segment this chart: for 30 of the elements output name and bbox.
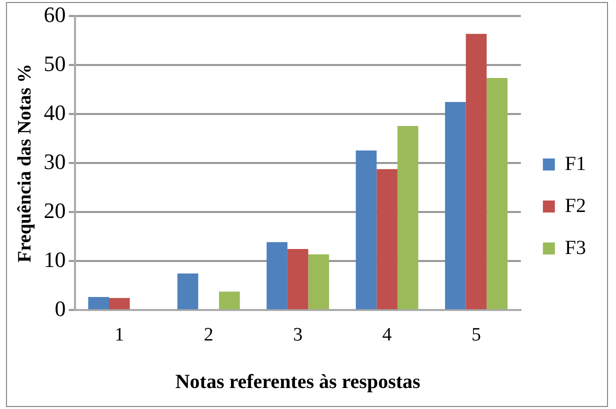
y-axis-title: Frequência das Notas % [14,64,36,263]
bar [88,296,109,310]
y-tick-label: 60 [44,2,66,27]
bar [266,242,288,310]
y-tick-label: 0 [54,296,66,321]
legend-label: F1 [564,152,586,175]
bar [486,78,508,310]
bar [397,126,418,310]
y-tick-label: 20 [44,198,66,223]
legend-label: F2 [564,194,586,217]
bar [109,298,130,310]
bar [308,254,330,310]
x-tick-label: 4 [382,324,392,346]
bar [177,273,198,310]
y-tick-label: 30 [44,148,66,174]
legend-label: F3 [564,236,586,259]
bar [219,292,240,310]
x-tick-label: 2 [204,324,214,346]
y-tick-label: 10 [44,246,66,272]
bar [445,102,466,310]
y-tick-label: 40 [44,100,66,125]
bar [287,248,308,310]
bar [356,150,377,310]
x-tick-label: 5 [472,324,482,346]
y-tick-label: 50 [44,50,66,76]
x-tick-label: 3 [293,324,303,346]
bar [466,34,487,310]
x-axis-title: Notas referentes às respostas [175,371,421,394]
bar [376,169,398,310]
x-tick-label: 1 [114,324,124,346]
